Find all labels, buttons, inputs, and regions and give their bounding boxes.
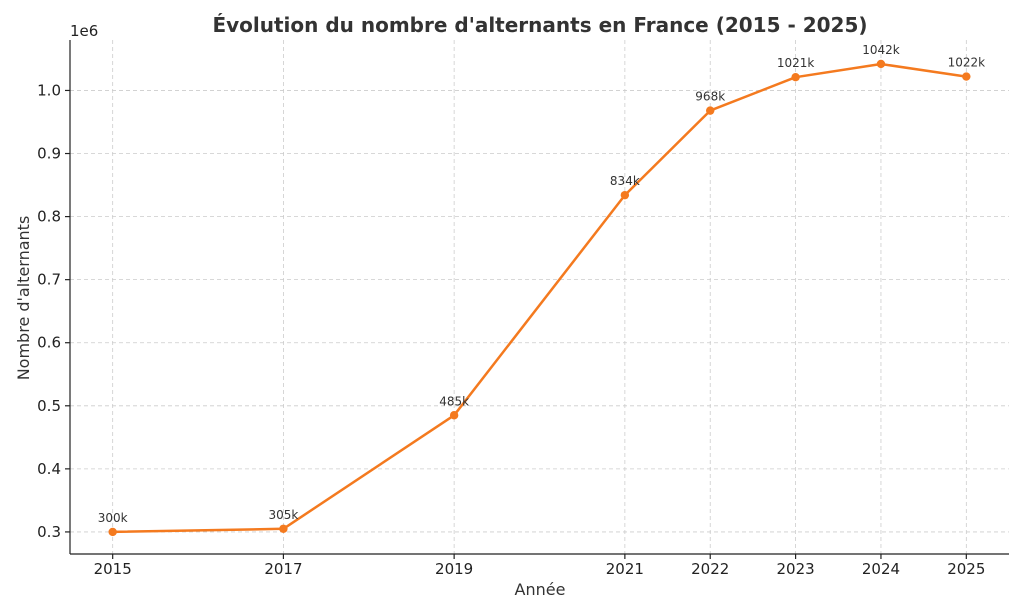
y-tick-label: 0.4 [37,460,61,478]
y-axis-label: Nombre d'alternants [14,216,33,381]
data-label: 485k [439,394,469,408]
y-axis-offset-label: 1e6 [70,22,98,40]
x-tick-label: 2017 [264,560,302,578]
x-tick-label: 2019 [435,560,473,578]
x-tick-label: 2015 [94,560,132,578]
data-label: 834k [610,174,640,188]
y-tick-label: 0.6 [37,334,61,352]
data-point [791,73,800,82]
x-tick-label: 2023 [776,560,814,578]
data-point [449,411,459,420]
y-tick-label: 1.0 [37,81,61,99]
x-tick-label: 2025 [947,560,985,578]
data-labels: 300k 305k 485k 834k 968k 1021k 1042k 1022k [98,43,985,525]
x-tick-label: 2021 [606,560,644,578]
y-tick-label: 0.9 [37,145,61,163]
y-tick-label: 0.8 [37,208,61,226]
data-label: 1022k [948,56,986,70]
data-label: 1042k [862,43,900,57]
x-axis-label: Année [515,580,566,599]
data-label: 300k [98,511,128,525]
data-point [706,106,715,115]
y-tick-label: 0.5 [37,397,61,415]
y-tick-label: 0.7 [37,271,61,289]
data-point [962,72,971,81]
data-point [108,527,117,537]
x-tick-label: 2022 [691,560,729,578]
series-line [112,62,967,534]
axes: 2015 2017 2019 2021 2022 2023 2024 2025 0.3 0.4 0.… [37,40,1009,578]
data-point [279,524,288,533]
data-label: 968k [695,90,725,104]
grid [70,40,1009,554]
y-tick-label: 0.3 [37,523,61,541]
data-point [876,59,886,69]
series [108,59,971,537]
data-label: 1021k [777,56,815,70]
data-point [620,190,630,200]
data-label: 305k [268,508,298,522]
x-tick-label: 2024 [862,560,900,578]
chart-title: Évolution du nombre d'alternants en Fran… [212,13,867,37]
